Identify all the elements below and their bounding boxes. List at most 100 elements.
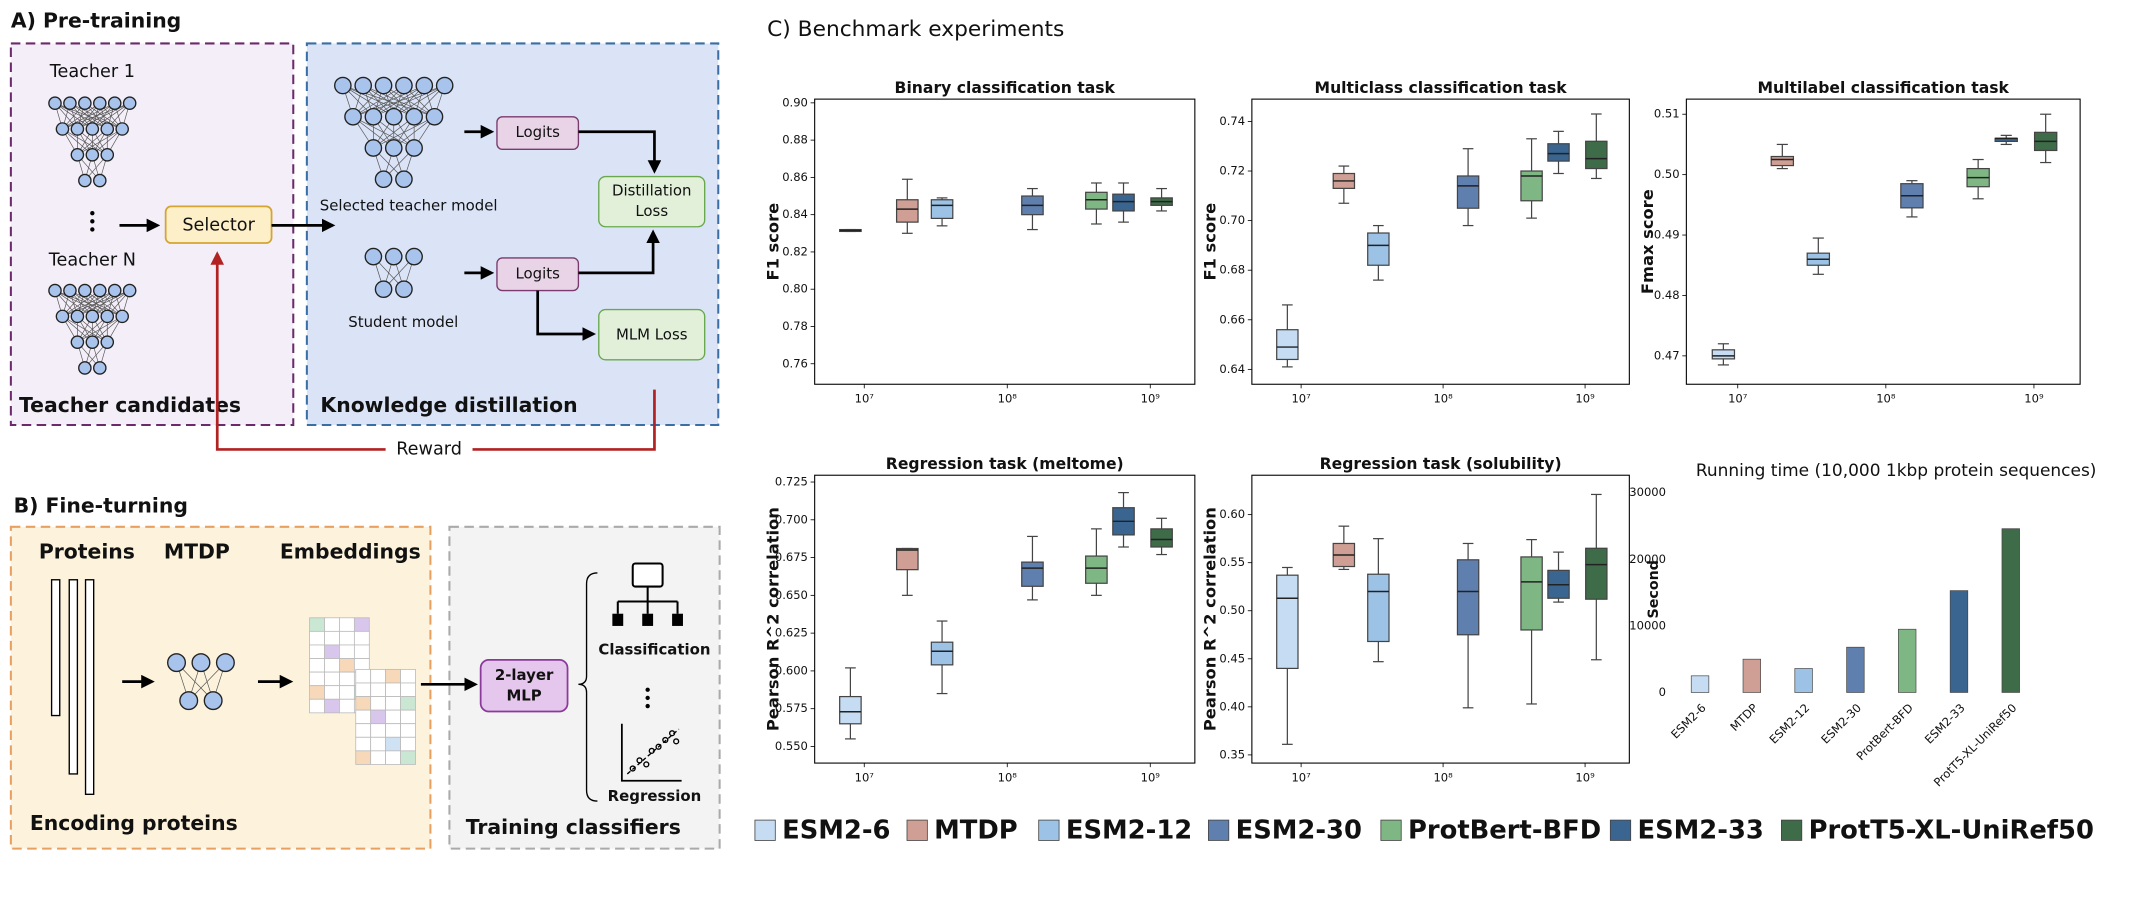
- label: MTDP: [164, 540, 230, 564]
- net-node: [364, 247, 383, 266]
- scatter-icon: [629, 730, 680, 772]
- y-tick-label: 0.78: [782, 319, 808, 333]
- embedding-cell: [400, 750, 416, 765]
- y-tick-label: 0.72: [1219, 164, 1245, 178]
- embedding-cell: [309, 644, 325, 659]
- net-node: [70, 335, 85, 349]
- embedding-cell: [309, 685, 325, 700]
- net-node: [344, 107, 362, 126]
- embedding-cell: [370, 750, 387, 765]
- panel-title: A) Pre-training: [11, 9, 181, 33]
- scatter-icon: [648, 747, 655, 754]
- net-node: [405, 247, 423, 266]
- net-edge: [62, 290, 100, 317]
- y-tick-label: 0.90: [782, 95, 808, 109]
- legend-swatch: [1380, 819, 1402, 841]
- box: [1021, 561, 1044, 587]
- label-bg: [385, 437, 473, 462]
- ellipsis-dot: [90, 227, 95, 232]
- legend-swatch: [754, 819, 776, 841]
- net-node: [384, 247, 403, 266]
- label: Regression: [608, 787, 702, 805]
- net-node: [48, 283, 62, 298]
- embedding-cell: [355, 709, 372, 725]
- net-node: [78, 173, 92, 188]
- net-node: [122, 283, 137, 298]
- plot-frame: [1685, 98, 2081, 385]
- legend-label: ESM2-6: [782, 815, 890, 845]
- box: [1085, 191, 1108, 210]
- net-node: [93, 283, 107, 298]
- embedding-cell: [400, 723, 416, 738]
- y-tick-label: 0.550: [775, 739, 808, 753]
- panel-title: C) Benchmark experiments: [767, 17, 1064, 42]
- embedding-cell: [370, 696, 387, 711]
- protein-bar: [84, 579, 95, 795]
- y-tick-label: 0.625: [775, 626, 808, 640]
- x-tick-label: 10⁸: [1433, 771, 1453, 785]
- net-node: [100, 309, 115, 324]
- x-tick-label: 10⁹: [2024, 392, 2044, 406]
- net-edge: [352, 85, 425, 118]
- x-tick-label: ESM2-33: [1922, 701, 1968, 747]
- net-node: [85, 122, 100, 136]
- embedding-cell: [370, 682, 387, 697]
- embedding-cell: [370, 709, 387, 725]
- net-node: [334, 76, 352, 95]
- x-tick-label: 10⁷: [1291, 392, 1311, 406]
- bar: [1742, 658, 1761, 693]
- embedding-cell: [324, 658, 340, 673]
- y-axis-label: F1 score: [763, 203, 782, 281]
- plot-frame: [1251, 98, 1630, 385]
- embedding-cell: [355, 736, 372, 752]
- box: [930, 199, 954, 220]
- net-edge: [62, 102, 100, 130]
- embedding-cell: [339, 671, 355, 687]
- bar: [1949, 590, 1969, 693]
- y-tick-label: 10000: [1629, 618, 1666, 632]
- label: Selected teacher model: [320, 196, 498, 214]
- net-node: [435, 76, 454, 95]
- net-node: [93, 361, 107, 375]
- x-tick-label: 10⁸: [1433, 392, 1453, 406]
- box: [1520, 556, 1543, 631]
- net-edge: [77, 102, 130, 130]
- legend-swatch: [1208, 819, 1230, 841]
- net-node: [395, 76, 413, 95]
- tree-icon: [616, 586, 679, 614]
- mlp-box: [479, 659, 569, 713]
- embedding-cell: [400, 736, 416, 752]
- net-edge: [62, 290, 115, 317]
- box: [1367, 232, 1390, 266]
- x-tick-label: 10⁸: [1876, 392, 1896, 406]
- embedding-cell: [355, 668, 372, 684]
- label: Proteins: [39, 540, 135, 564]
- label: Logits: [515, 264, 560, 282]
- arrow: [578, 229, 660, 275]
- net-node: [191, 653, 211, 673]
- net-node: [384, 139, 403, 157]
- chart-title: Multilabel classification task: [1758, 79, 2010, 97]
- box: [1276, 574, 1299, 670]
- y-tick-label: 20000: [1629, 552, 1666, 566]
- bar: [1898, 628, 1917, 693]
- net-node: [215, 653, 235, 673]
- y-tick-label: 0.70: [1219, 213, 1245, 227]
- box: [1456, 175, 1480, 209]
- box: [1770, 155, 1795, 167]
- brace: [578, 572, 598, 802]
- net-node: [100, 147, 115, 162]
- y-tick-label: 0.575: [775, 701, 808, 715]
- box: [1276, 329, 1299, 361]
- arrow: [536, 290, 597, 341]
- net-node: [203, 691, 223, 711]
- chart-title: Running time (10,000 1kbp protein sequen…: [1696, 461, 2097, 481]
- box: [1085, 555, 1108, 584]
- embedding-cell: [370, 723, 387, 738]
- y-tick-label: 0.68: [1219, 263, 1245, 277]
- net-edge: [92, 102, 130, 130]
- y-tick-label: 0.55: [1219, 555, 1245, 569]
- legend-label: ProtBert-BFD: [1408, 815, 1601, 845]
- y-tick-label: 0.51: [1654, 107, 1680, 121]
